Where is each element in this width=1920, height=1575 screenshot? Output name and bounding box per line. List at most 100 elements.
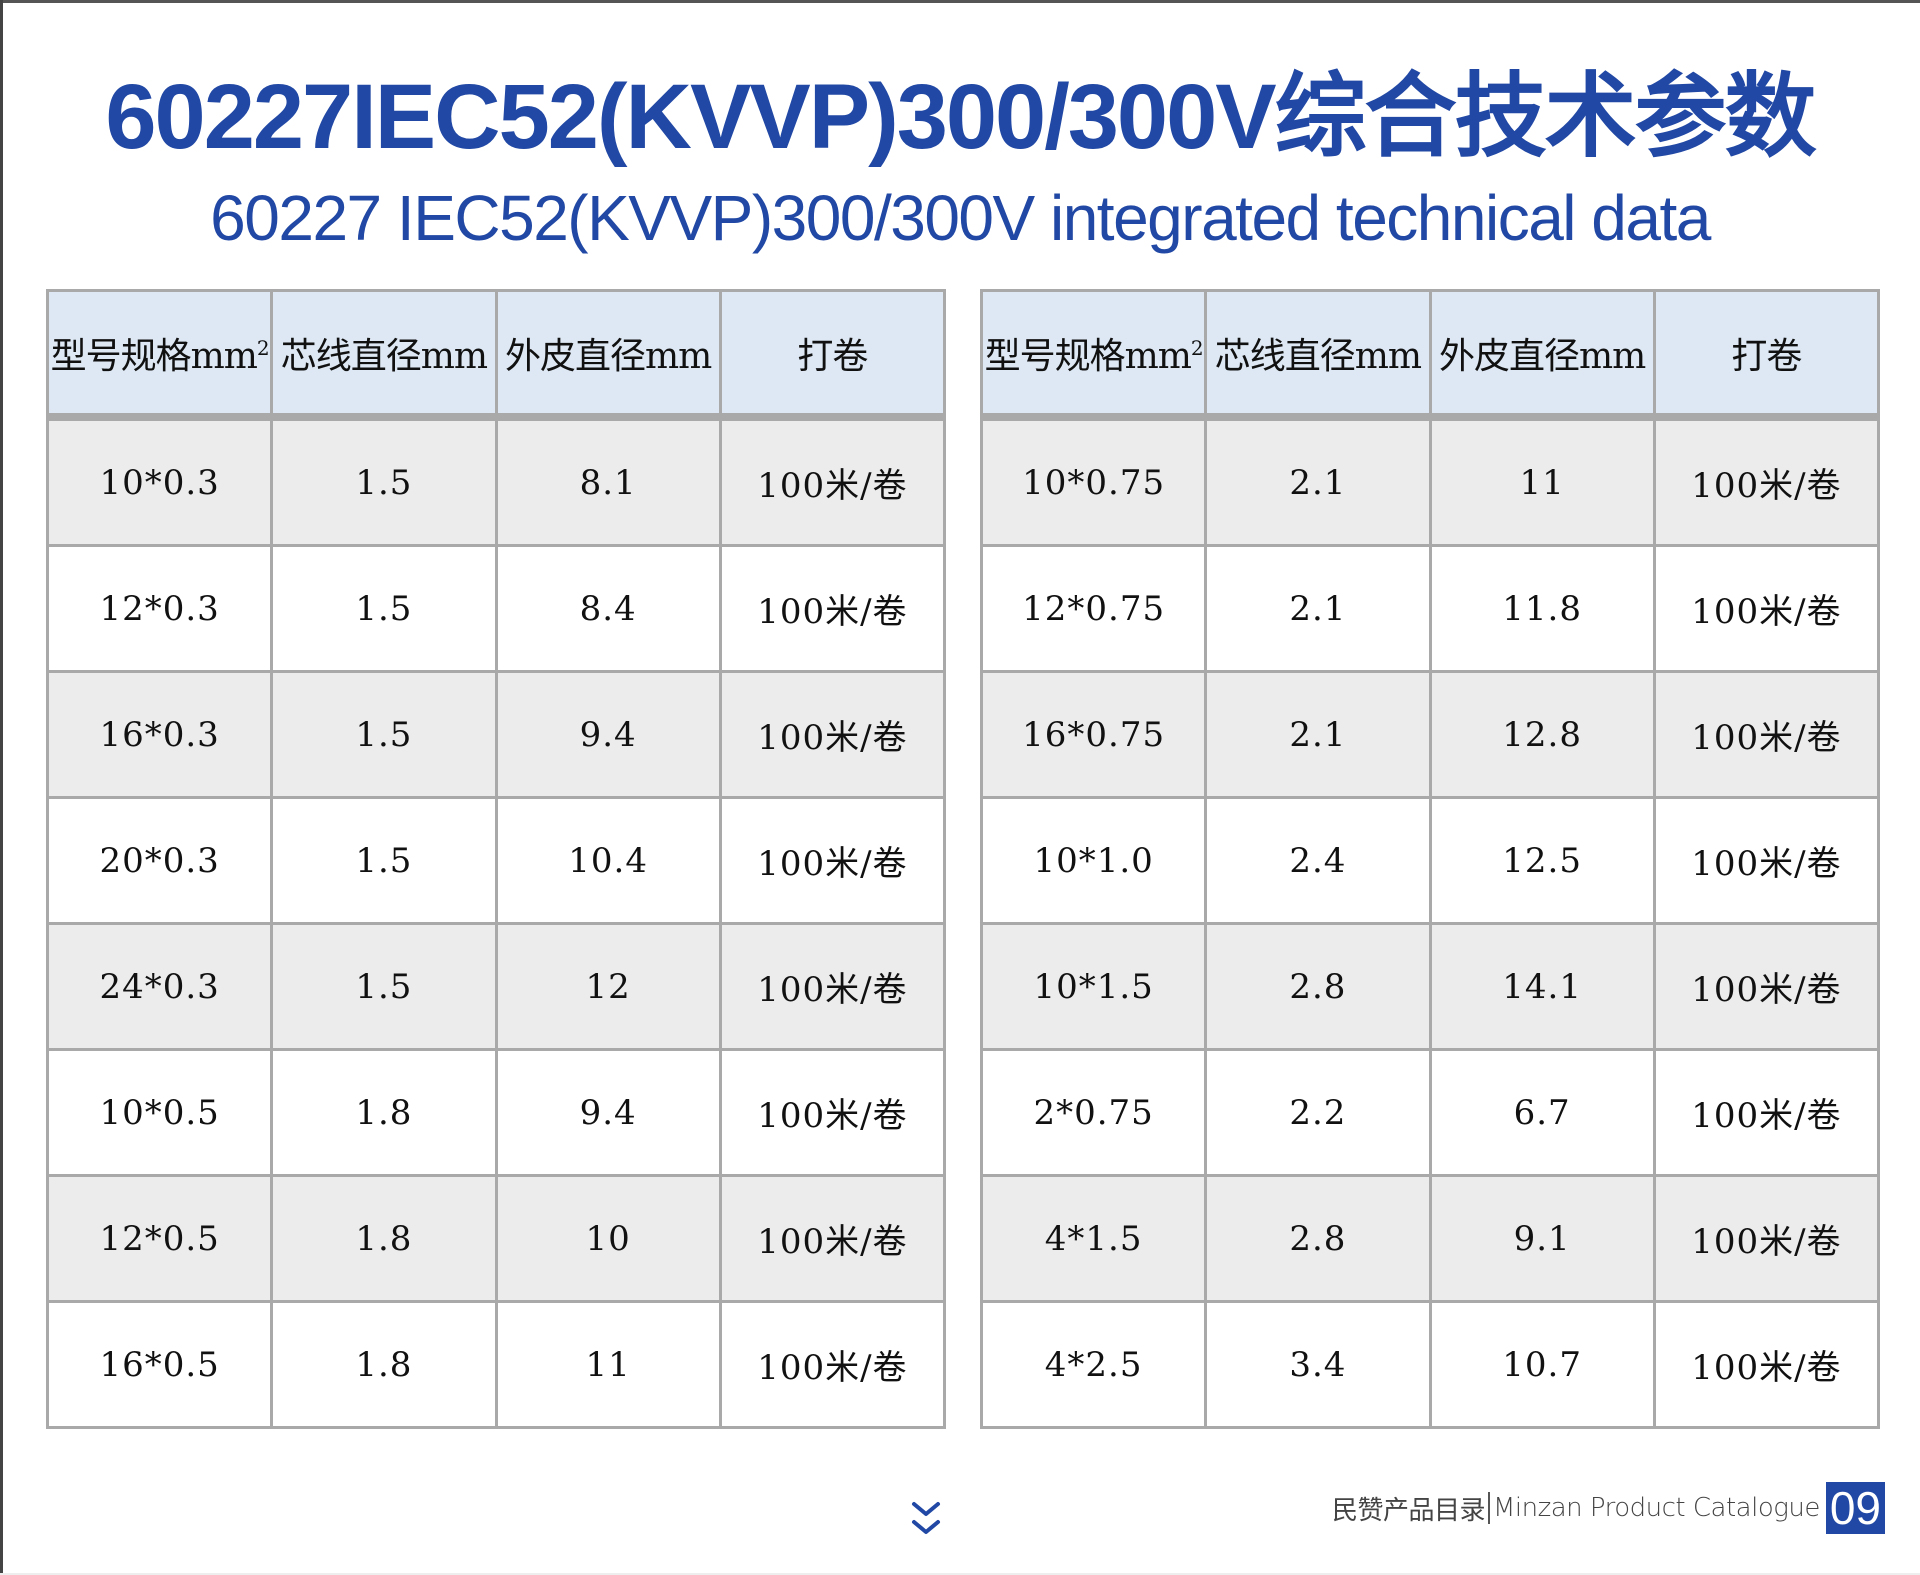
cell-pack: 100米/卷 bbox=[718, 415, 947, 547]
catalogue-label-en: Minzan Product Catalogue bbox=[1492, 1493, 1820, 1523]
table-row: 24*0.3 1.5 12 100米/卷 bbox=[45, 922, 947, 1051]
header-packaging: 打卷 bbox=[718, 289, 947, 419]
table-row: 12*0.75 2.1 11.8 100米/卷 bbox=[979, 544, 1881, 673]
cell-spec: 10*0.75 bbox=[979, 415, 1208, 547]
table-row: 16*0.5 1.8 11 100米/卷 bbox=[45, 1300, 947, 1429]
cell-outer: 10.7 bbox=[1428, 1300, 1656, 1429]
cell-spec: 16*0.5 bbox=[45, 1300, 274, 1429]
catalogue-footer: 民赞产品目录 Minzan Product Catalogue 09 bbox=[1332, 1482, 1885, 1534]
table-row: 12*0.5 1.8 10 100米/卷 bbox=[45, 1174, 947, 1303]
cell-core: 1.5 bbox=[270, 922, 498, 1051]
cell-outer: 12 bbox=[494, 922, 722, 1051]
catalogue-label-cn: 民赞产品目录 bbox=[1331, 1495, 1486, 1526]
cell-pack: 100米/卷 bbox=[718, 1174, 947, 1303]
header-core-diameter: 芯线直径mm bbox=[1204, 289, 1432, 419]
table-row: 10*1.0 2.4 12.5 100米/卷 bbox=[979, 796, 1881, 925]
cell-spec: 12*0.75 bbox=[979, 544, 1208, 673]
page-number-badge: 09 bbox=[1825, 1482, 1885, 1534]
cell-spec: 2*0.75 bbox=[979, 1048, 1208, 1177]
cell-outer: 11 bbox=[1428, 415, 1656, 547]
cell-pack: 100米/卷 bbox=[1652, 544, 1881, 673]
page-frame-bottom bbox=[0, 1573, 1920, 1575]
table-row: 2*0.75 2.2 6.7 100米/卷 bbox=[979, 1048, 1881, 1177]
cell-spec: 10*1.0 bbox=[979, 796, 1208, 925]
cell-core: 1.8 bbox=[270, 1300, 498, 1429]
cell-outer: 11 bbox=[494, 1300, 722, 1429]
table-row: 10*0.3 1.5 8.1 100米/卷 bbox=[45, 415, 947, 547]
cell-pack: 100米/卷 bbox=[718, 1300, 947, 1429]
table-row: 10*0.75 2.1 11 100米/卷 bbox=[979, 415, 1881, 547]
table-header-row: 型号规格mm2 芯线直径mm 外皮直径mm 打卷 bbox=[45, 289, 947, 419]
cell-spec: 4*2.5 bbox=[979, 1300, 1208, 1429]
cell-spec: 10*0.3 bbox=[45, 415, 274, 547]
cell-spec: 4*1.5 bbox=[979, 1174, 1208, 1303]
table-row: 10*0.5 1.8 9.4 100米/卷 bbox=[45, 1048, 947, 1177]
page-frame-top bbox=[0, 0, 1920, 3]
cell-spec: 12*0.5 bbox=[45, 1174, 274, 1303]
cell-spec: 12*0.3 bbox=[45, 544, 274, 673]
cell-core: 1.5 bbox=[270, 415, 498, 547]
cell-core: 2.4 bbox=[1204, 796, 1432, 925]
cell-pack: 100米/卷 bbox=[1652, 1048, 1881, 1177]
cell-pack: 100米/卷 bbox=[1652, 670, 1881, 799]
cell-outer: 12.8 bbox=[1428, 670, 1656, 799]
table-row: 20*0.3 1.5 10.4 100米/卷 bbox=[45, 796, 947, 925]
cell-outer: 10.4 bbox=[494, 796, 722, 925]
table-row: 12*0.3 1.5 8.4 100米/卷 bbox=[45, 544, 947, 673]
cell-spec: 16*0.3 bbox=[45, 670, 274, 799]
cell-core: 1.5 bbox=[270, 670, 498, 799]
cell-core: 2.8 bbox=[1204, 922, 1432, 1051]
spec-table-left: 型号规格mm2 芯线直径mm 外皮直径mm 打卷 10*0.3 1.5 8.1 … bbox=[45, 289, 947, 1429]
footer-divider bbox=[1487, 1492, 1490, 1524]
cell-pack: 100米/卷 bbox=[1652, 922, 1881, 1051]
cell-core: 2.8 bbox=[1204, 1174, 1432, 1303]
spec-table-right: 型号规格mm2 芯线直径mm 外皮直径mm 打卷 10*0.75 2.1 11 … bbox=[979, 289, 1881, 1429]
header-outer-diameter: 外皮直径mm bbox=[494, 289, 722, 419]
cell-spec: 10*0.5 bbox=[45, 1048, 274, 1177]
cell-spec: 24*0.3 bbox=[45, 922, 274, 1051]
header-spec: 型号规格mm2 bbox=[45, 289, 274, 419]
cell-outer: 9.1 bbox=[1428, 1174, 1656, 1303]
cell-core: 3.4 bbox=[1204, 1300, 1432, 1429]
cell-spec: 16*0.75 bbox=[979, 670, 1208, 799]
header-packaging: 打卷 bbox=[1652, 289, 1881, 419]
cell-pack: 100米/卷 bbox=[718, 670, 947, 799]
table-row: 4*2.5 3.4 10.7 100米/卷 bbox=[979, 1300, 1881, 1429]
double-chevron-down-icon[interactable] bbox=[908, 1498, 944, 1540]
page-title: 60227IEC52(KVVP)300/300V综合技术参数 bbox=[105, 66, 1816, 168]
cell-outer: 14.1 bbox=[1428, 922, 1656, 1051]
header-spec: 型号规格mm2 bbox=[979, 289, 1208, 419]
cell-pack: 100米/卷 bbox=[1652, 1300, 1881, 1429]
page-frame-left bbox=[0, 0, 3, 1575]
cell-pack: 100米/卷 bbox=[718, 1048, 947, 1177]
cell-core: 2.1 bbox=[1204, 544, 1432, 673]
cell-pack: 100米/卷 bbox=[1652, 796, 1881, 925]
header-core-diameter: 芯线直径mm bbox=[270, 289, 498, 419]
cell-core: 1.8 bbox=[270, 1174, 498, 1303]
cell-pack: 100米/卷 bbox=[1652, 1174, 1881, 1303]
page-subtitle: 60227 IEC52(KVVP)300/300V integrated tec… bbox=[210, 182, 1711, 254]
cell-pack: 100米/卷 bbox=[718, 544, 947, 673]
cell-outer: 6.7 bbox=[1428, 1048, 1656, 1177]
cell-pack: 100米/卷 bbox=[1652, 415, 1881, 547]
cell-core: 1.8 bbox=[270, 1048, 498, 1177]
cell-outer: 8.4 bbox=[494, 544, 722, 673]
cell-outer: 10 bbox=[494, 1174, 722, 1303]
header-outer-diameter: 外皮直径mm bbox=[1428, 289, 1656, 419]
cell-core: 2.2 bbox=[1204, 1048, 1432, 1177]
table-row: 10*1.5 2.8 14.1 100米/卷 bbox=[979, 922, 1881, 1051]
table-row: 4*1.5 2.8 9.1 100米/卷 bbox=[979, 1174, 1881, 1303]
cell-spec: 20*0.3 bbox=[45, 796, 274, 925]
table-header-row: 型号规格mm2 芯线直径mm 外皮直径mm 打卷 bbox=[979, 289, 1881, 419]
cell-outer: 9.4 bbox=[494, 670, 722, 799]
table-row: 16*0.3 1.5 9.4 100米/卷 bbox=[45, 670, 947, 799]
cell-core: 2.1 bbox=[1204, 670, 1432, 799]
cell-pack: 100米/卷 bbox=[718, 796, 947, 925]
cell-core: 1.5 bbox=[270, 544, 498, 673]
cell-outer: 11.8 bbox=[1428, 544, 1656, 673]
cell-outer: 9.4 bbox=[494, 1048, 722, 1177]
cell-outer: 12.5 bbox=[1428, 796, 1656, 925]
cell-core: 1.5 bbox=[270, 796, 498, 925]
cell-outer: 8.1 bbox=[494, 415, 722, 547]
table-row: 16*0.75 2.1 12.8 100米/卷 bbox=[979, 670, 1881, 799]
